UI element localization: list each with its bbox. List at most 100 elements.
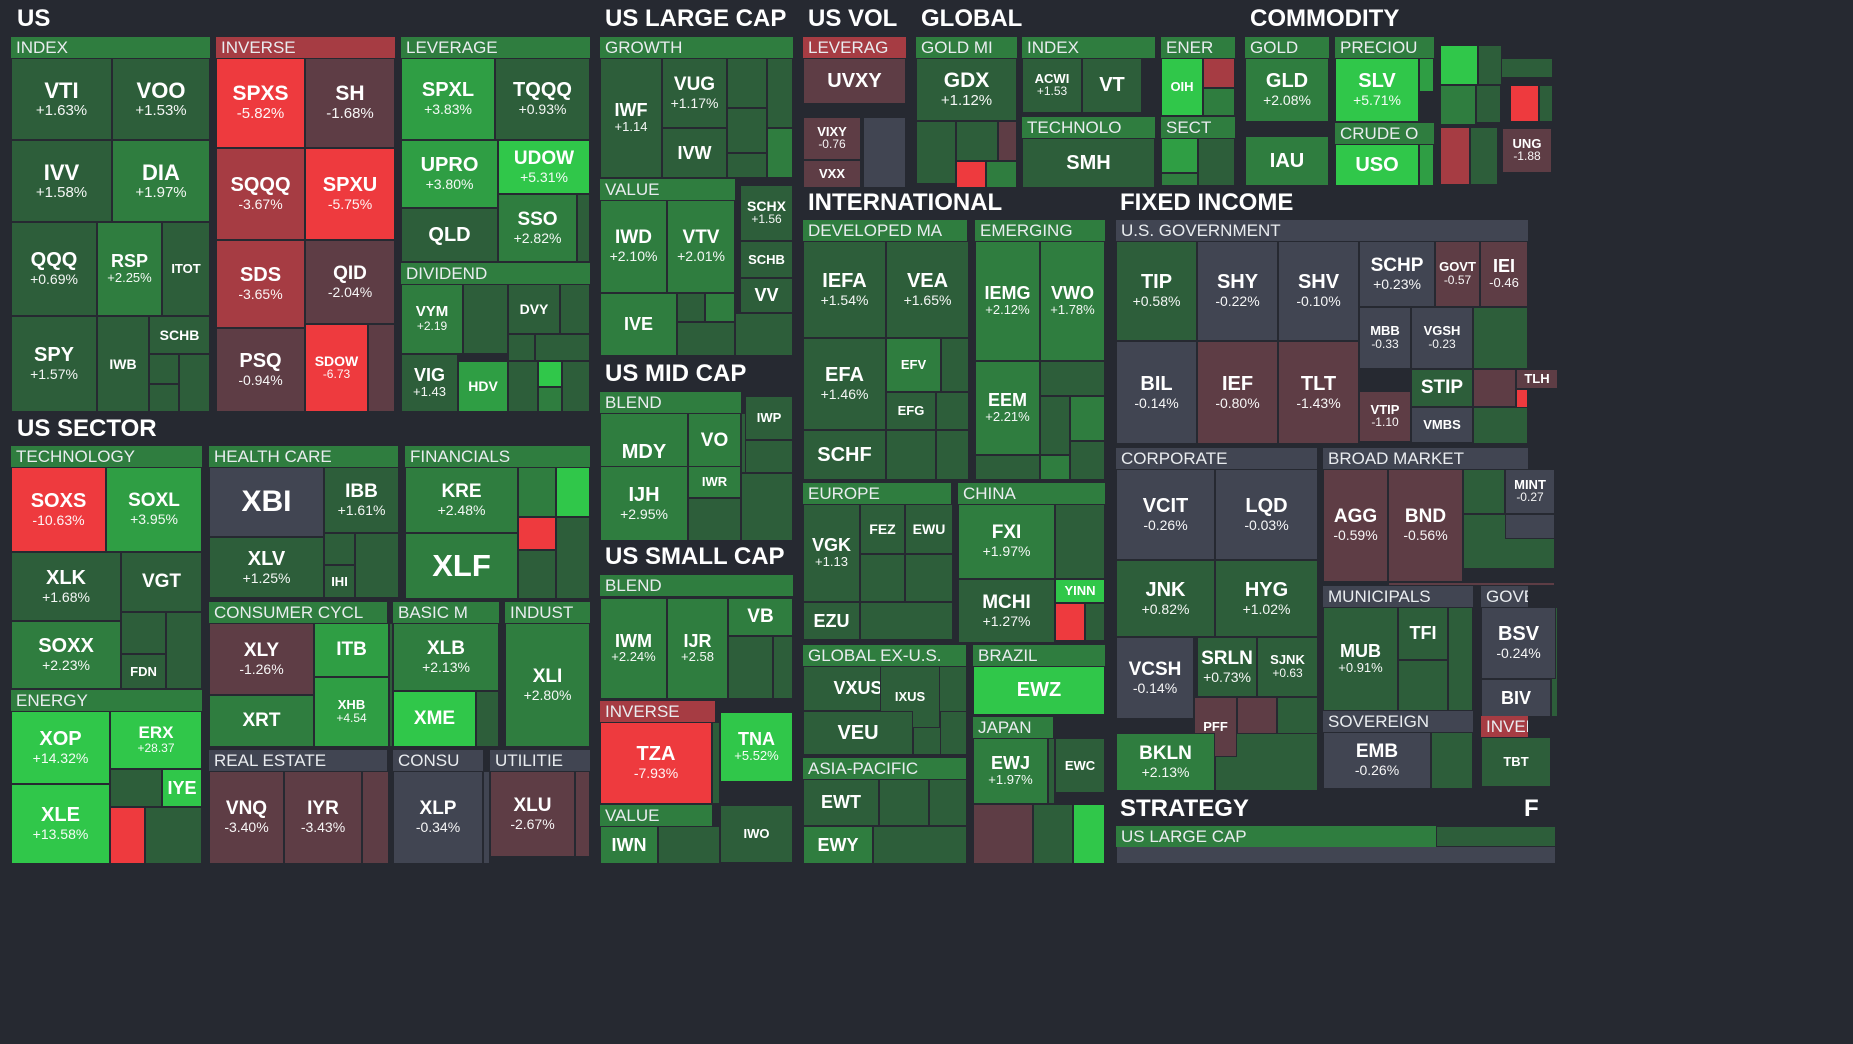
heatmap-cell[interactable]	[538, 387, 562, 412]
etf-tile-soxs[interactable]: SOXS -10.63%	[11, 467, 106, 552]
group-header[interactable]: INVERSE	[600, 701, 715, 722]
etf-tile-ive[interactable]: IVE	[600, 293, 677, 356]
etf-tile-mchi[interactable]: MCHI +1.27%	[958, 579, 1055, 643]
heatmap-cell[interactable]	[1040, 396, 1070, 455]
etf-tile-sds[interactable]: SDS -3.65%	[216, 240, 305, 328]
etf-tile-tlh[interactable]: TLH	[1516, 369, 1558, 389]
etf-tile-vixy[interactable]: VIXY -0.76	[803, 117, 861, 160]
heatmap-cell[interactable]	[1388, 582, 1555, 586]
heatmap-cell[interactable]	[1203, 88, 1235, 116]
group-header[interactable]: HEALTH CARE	[209, 446, 398, 467]
etf-tile-iemg[interactable]: IEMG +2.12%	[975, 241, 1040, 361]
etf-tile-efa[interactable]: EFA +1.46%	[803, 338, 886, 430]
etf-tile-vea[interactable]: VEA +1.65%	[886, 241, 969, 338]
heatmap-cell[interactable]	[1040, 455, 1070, 480]
heatmap-cell[interactable]	[389, 623, 393, 747]
etf-tile-vt[interactable]: VT	[1082, 58, 1142, 113]
etf-tile-lqd[interactable]: LQD -0.03%	[1215, 469, 1318, 560]
etf-tile-vgsh[interactable]: VGSH -0.23	[1411, 307, 1473, 369]
group-header[interactable]: GOLD MI	[916, 37, 1017, 58]
heatmap-cell[interactable]	[1055, 504, 1105, 579]
group-header[interactable]: INDUST	[505, 602, 590, 623]
heatmap-cell[interactable]	[518, 550, 556, 599]
etf-tile-fez[interactable]: FEZ	[860, 504, 905, 554]
etf-tile-xrt[interactable]: XRT	[209, 695, 314, 747]
etf-tile-ivv[interactable]: IVV +1.58%	[11, 140, 112, 222]
heatmap-cell[interactable]	[873, 826, 967, 864]
heatmap-cell[interactable]	[166, 612, 202, 689]
heatmap-cell[interactable]	[677, 293, 705, 322]
group-header[interactable]: TECHNOLO	[1022, 117, 1155, 138]
heatmap-cell[interactable]	[562, 361, 590, 412]
group-header[interactable]: CRUDE O	[1335, 123, 1434, 144]
etf-tile-xlk[interactable]: XLK +1.68%	[11, 552, 121, 621]
etf-tile-tza[interactable]: TZA -7.93%	[600, 722, 712, 804]
etf-tile-xlb[interactable]: XLB +2.13%	[393, 623, 499, 691]
heatmap-cell[interactable]	[145, 807, 202, 864]
group-header[interactable]: CHINA	[958, 483, 1105, 504]
group-header[interactable]: MUNICIPALS	[1323, 586, 1473, 607]
etf-tile-iefa[interactable]: IEFA +1.54%	[803, 241, 886, 338]
etf-tile-mbb[interactable]: MBB -0.33	[1359, 307, 1411, 369]
heatmap-cell[interactable]	[362, 771, 389, 864]
etf-tile-fdn[interactable]: FDN	[121, 654, 166, 689]
etf-tile-shv[interactable]: SHV -0.10%	[1278, 241, 1359, 341]
etf-tile-vtv[interactable]: VTV +2.01%	[667, 200, 735, 293]
group-header[interactable]: LEVERAGE	[401, 37, 590, 58]
heatmap-cell[interactable]	[956, 121, 998, 161]
etf-tile-spxu[interactable]: SPXU -5.75%	[305, 148, 395, 240]
heatmap-cell[interactable]	[518, 517, 556, 550]
etf-tile-udow[interactable]: UDOW +5.31%	[498, 140, 590, 194]
heatmap-cell[interactable]	[110, 769, 162, 807]
heatmap-cell[interactable]	[149, 354, 179, 384]
etf-tile-ewy[interactable]: EWY	[803, 826, 873, 864]
etf-tile-sjnk[interactable]: SJNK +0.63	[1257, 637, 1318, 697]
etf-tile-soxl[interactable]: SOXL +3.95%	[106, 467, 202, 552]
group-header[interactable]: GROWTH	[600, 37, 793, 58]
etf-tile-vo[interactable]: VO	[688, 413, 741, 468]
etf-tile-vig[interactable]: VIG +1.43	[401, 354, 458, 412]
heatmap-cell[interactable]	[508, 334, 535, 361]
etf-tile-oih[interactable]: OIH	[1161, 58, 1203, 116]
group-header[interactable]: REAL ESTATE	[209, 750, 387, 771]
etf-tile-vnq[interactable]: VNQ -3.40%	[209, 771, 284, 864]
etf-tile-tfi[interactable]: TFI	[1398, 607, 1448, 660]
heatmap-cell[interactable]	[508, 361, 538, 412]
group-header[interactable]: VALUE	[600, 179, 735, 200]
etf-tile-xhb[interactable]: XHB +4.54	[314, 677, 389, 747]
heatmap-cell[interactable]	[688, 498, 741, 541]
etf-tile-psq[interactable]: PSQ -0.94%	[216, 328, 305, 412]
etf-tile-itot[interactable]: ITOT	[162, 222, 210, 316]
heatmap-cell[interactable]	[658, 826, 720, 864]
etf-tile-iei[interactable]: IEI -0.46	[1480, 241, 1528, 307]
etf-tile-qqq[interactable]: QQQ +0.69%	[11, 222, 97, 316]
heatmap-cell[interactable]	[941, 338, 969, 392]
etf-tile-vgk[interactable]: VGK +1.13	[803, 504, 860, 602]
heatmap-cell[interactable]	[860, 554, 905, 602]
etf-tile-gdx[interactable]: GDX +1.12%	[916, 58, 1017, 121]
etf-tile-schb[interactable]: SCHB	[149, 316, 210, 354]
etf-tile-shy[interactable]: SHY -0.22%	[1197, 241, 1278, 341]
group-header[interactable]: ENERGY	[11, 690, 202, 711]
etf-tile-efg[interactable]: EFG	[886, 392, 936, 430]
group-header[interactable]: EMERGING	[975, 220, 1105, 241]
etf-tile-iwp[interactable]: IWP	[745, 396, 793, 440]
heatmap-cell[interactable]	[956, 161, 986, 188]
etf-tile-dia[interactable]: DIA +1.97%	[112, 140, 210, 222]
etf-tile-xlu[interactable]: XLU -2.67%	[490, 771, 575, 857]
heatmap-cell[interactable]	[998, 121, 1017, 161]
group-header[interactable]: SOVEREIGN	[1323, 711, 1473, 732]
heatmap-cell[interactable]	[916, 121, 956, 184]
heatmap-cell[interactable]	[1203, 58, 1235, 88]
etf-tile-bkln[interactable]: BKLN +2.13%	[1116, 733, 1215, 791]
heatmap-cell[interactable]	[1419, 58, 1434, 92]
etf-tile-sdow[interactable]: SDOW -6.73	[305, 324, 368, 412]
etf-tile-ezu[interactable]: EZU	[803, 602, 860, 640]
heatmap-cell[interactable]	[149, 384, 179, 412]
heatmap-cell[interactable]	[863, 117, 906, 188]
etf-tile-agg[interactable]: AGG -0.59%	[1323, 469, 1388, 582]
etf-tile-spxl[interactable]: SPXL +3.83%	[401, 58, 495, 140]
heatmap-cell[interactable]	[1161, 138, 1198, 173]
heatmap-cell[interactable]	[1048, 738, 1055, 804]
heatmap-cell[interactable]	[712, 722, 720, 804]
